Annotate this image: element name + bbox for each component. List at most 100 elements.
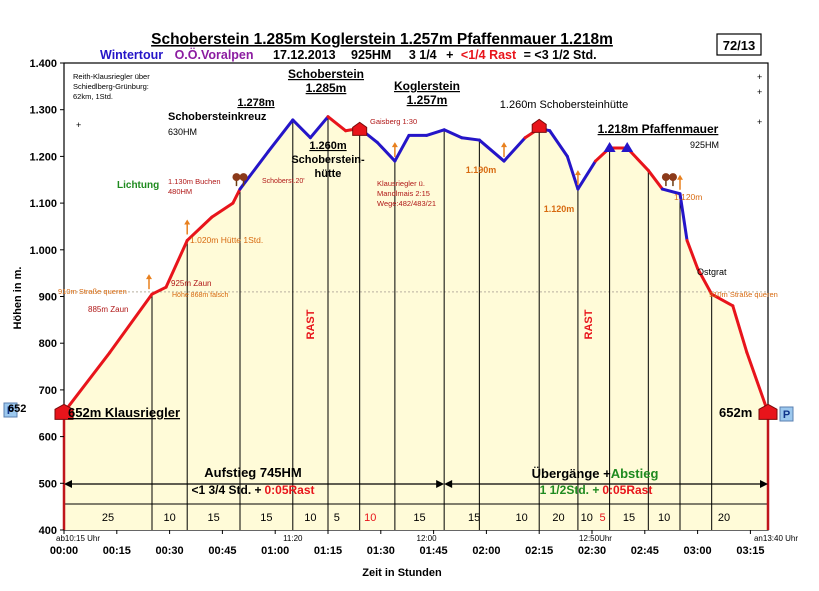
profile-segment [210,201,235,219]
height-false-note: Höhe 868m falsch [172,292,229,299]
profile-segment [565,154,580,191]
profile-segment [62,351,112,414]
reith-note: 62km, 1Std. [73,92,113,101]
ascent-summary-arrow-head-right [436,480,445,488]
descent-rest: 0:05Rast [602,483,652,497]
klausriegler-note: Wege:482/483/21 [377,199,436,208]
profile-segment [308,115,330,140]
height-1120-left: 1.120m [544,204,575,214]
clock-label: 12:00 [417,534,438,543]
subtitle-date: 17.12.2013 [273,48,336,62]
profile-segment [185,215,214,242]
hut-1020-note: 1.020m Hütte 1Std. [190,235,263,245]
x-tick-label: 02:00 [472,545,500,557]
profile-segment [393,133,411,163]
schoberstein-summit-height: 1.285m [306,81,347,95]
y-axis-label: Höhen in m. [12,267,24,330]
y-tick-label: 800 [39,338,57,350]
parking-icon [3,402,18,418]
profile-segment [231,187,242,205]
road-crossing-right: 910m Straße queren [709,290,778,299]
clock-label: 11:20 [283,534,303,543]
schobersteinhuette-label-2: hütte [315,168,342,180]
koglerstein-summit-label: Koglerstein [394,79,460,93]
saddle-arrow-head [501,142,507,148]
segment-minutes: 15 [413,512,425,524]
subtitle-hm: 925HM [351,48,391,62]
y-tick-label: 600 [39,432,57,444]
schobersteinhuette-right-label: 1.260m Schobersteinhütte [500,99,628,111]
y-tick-label: 1.100 [29,198,57,210]
profile-segment [442,128,464,140]
segment-minutes: 5 [334,512,340,524]
segment-minutes: 15 [468,512,480,524]
schoberstein-time-note: Schoberst.20' [262,178,305,185]
schobersteinhuette-marker [352,121,368,136]
chart-title: Schoberstein 1.285m Koglerstein 1.257m P… [151,31,613,48]
road-crossing-left: 910m Straße queren [58,287,127,296]
clock-label: 12:50Uhr [579,534,612,543]
height-1278: 1.278m [237,97,275,109]
profile-segment [238,150,270,191]
end-label: 652m [719,405,752,420]
profile-segment [745,351,770,414]
page-badge-box [716,33,762,56]
y-tick-label: 900 [39,292,57,304]
schobersteinkreuz-label: Schobersteinkreuz [168,111,267,123]
segment-minutes: 10 [364,512,376,524]
plus-mark: + [757,87,762,97]
y-tick-label: 400 [39,525,57,537]
beech-tree [232,173,241,182]
profile-segment [660,187,682,196]
beech-tree [668,173,677,182]
segment-minutes: 20 [552,512,564,524]
profile-segment [502,136,527,163]
height-1190: 1.190m [466,165,497,175]
height-1120-right: 1.120m [674,192,702,202]
y-tick-label: 1.200 [29,151,57,163]
beech-tree [239,173,248,182]
profile-segment [150,285,168,296]
plus-mark: + [757,72,762,82]
chart-subtitle: Wintertour O.Ö.Voralpen 17.12.2013 925HM… [100,47,597,62]
segment-minutes: 10 [581,512,593,524]
fence-925-note: 925m Zaun [171,279,211,288]
reith-note: Schiedlberg-Grünburg: [73,82,149,91]
subtitle-tour: Wintertour [100,48,163,62]
x-tick-label: 00:00 [50,545,78,557]
height-1260: 1.260m [309,140,347,152]
klausriegler-note: Klausriegler ü. [377,179,425,188]
segment-minutes: 15 [623,512,635,524]
profile-segment [710,292,735,308]
rast-label: RAST [305,309,317,339]
profile-segment [576,159,598,191]
x-tick-label: 00:15 [103,545,131,557]
saddle-arrow-right-head [574,170,581,176]
y-tick-label: 500 [39,478,57,490]
schobersteinhuette-right-marker [531,118,547,133]
profile-segment [477,138,506,163]
ascent-summary-title: Aufstieg 745HM [204,465,302,480]
parking-letter: P [7,405,14,417]
hm-480: 480HM [168,187,192,196]
schoberstein-summit-label: Schoberstein [288,67,364,81]
x-tick-label: 01:00 [261,545,289,557]
beech-note: 1.130m Buchen [168,177,221,186]
profile-segment [326,115,348,133]
plus-mark: + [757,117,762,127]
profile-segment [678,192,689,242]
clock-label: ab10:15 Uhr [56,534,100,543]
road-arrow-head [146,274,152,280]
profile-segment [548,129,569,158]
profile-segment [646,168,664,191]
end-hut-marker [758,403,778,420]
y-tick-label: 700 [39,385,57,397]
profile-segment [291,118,312,140]
junction-arrow-head [391,142,398,148]
y-tick-label: 1.400 [29,58,57,70]
descent-summary-time: 1 1/2Std. +0:05Rast [540,483,653,497]
parking-letter: P [783,409,790,421]
y-tick-label: 1.300 [29,105,57,117]
segment-minutes: 10 [304,512,316,524]
ascent-summary-arrow-head-left [64,480,72,488]
